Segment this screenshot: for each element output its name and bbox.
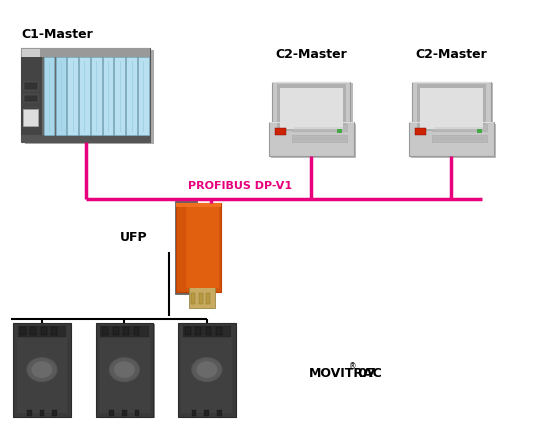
Bar (182, 325, 231, 337)
Bar (417, 84, 486, 131)
Bar (291, 124, 347, 131)
Bar (206, 293, 210, 304)
Bar (30, 327, 36, 335)
FancyBboxPatch shape (269, 122, 354, 156)
Bar (415, 128, 426, 135)
Bar (100, 325, 149, 337)
Bar (192, 410, 196, 416)
Bar (176, 203, 222, 207)
Bar (21, 57, 42, 135)
FancyBboxPatch shape (272, 81, 350, 83)
FancyBboxPatch shape (411, 124, 496, 158)
FancyBboxPatch shape (97, 324, 155, 418)
FancyBboxPatch shape (188, 284, 215, 308)
Bar (477, 129, 482, 133)
Text: C2-Master: C2-Master (276, 48, 347, 61)
Bar (99, 326, 150, 413)
FancyBboxPatch shape (271, 124, 356, 158)
Text: C1-Master: C1-Master (21, 28, 93, 41)
Bar (195, 327, 201, 335)
Bar (79, 57, 90, 135)
FancyBboxPatch shape (414, 83, 493, 135)
Bar (175, 201, 197, 294)
Bar (432, 124, 487, 131)
Bar (18, 325, 66, 337)
Bar (135, 410, 139, 416)
Text: UFP: UFP (120, 232, 148, 244)
Bar (22, 49, 40, 57)
Text: MOVITRAC: MOVITRAC (309, 367, 382, 381)
FancyBboxPatch shape (272, 81, 350, 134)
Bar (27, 410, 31, 416)
Bar (291, 135, 347, 142)
Bar (24, 108, 38, 115)
Bar (126, 57, 137, 135)
Bar (280, 88, 343, 128)
Bar (24, 95, 38, 102)
Bar (40, 410, 44, 416)
Text: PROFIBUS DP-V1: PROFIBUS DP-V1 (188, 181, 292, 191)
Bar (109, 410, 114, 416)
Bar (122, 410, 127, 416)
FancyBboxPatch shape (178, 323, 236, 417)
Bar (102, 327, 108, 335)
FancyBboxPatch shape (409, 122, 494, 156)
Bar (115, 57, 125, 135)
FancyBboxPatch shape (15, 324, 72, 418)
Bar (216, 327, 222, 335)
Bar (51, 327, 57, 335)
Bar (274, 128, 285, 135)
Bar (44, 57, 55, 135)
Bar (52, 410, 57, 416)
Bar (420, 88, 483, 128)
FancyBboxPatch shape (180, 324, 237, 418)
Bar (277, 84, 345, 131)
Bar (102, 57, 114, 135)
FancyBboxPatch shape (23, 109, 38, 126)
FancyBboxPatch shape (274, 83, 353, 135)
Bar (217, 410, 222, 416)
Bar (21, 48, 150, 57)
Circle shape (196, 361, 217, 378)
FancyBboxPatch shape (176, 203, 222, 292)
Bar (133, 327, 139, 335)
Text: C2-Master: C2-Master (415, 48, 487, 61)
Text: 07: 07 (354, 367, 375, 381)
FancyBboxPatch shape (412, 81, 490, 83)
Bar (123, 327, 129, 335)
Bar (337, 129, 342, 133)
Bar (67, 57, 78, 135)
Bar (56, 57, 66, 135)
Bar (206, 327, 212, 335)
Circle shape (27, 358, 57, 381)
Bar (41, 327, 46, 335)
Bar (191, 293, 195, 304)
FancyBboxPatch shape (412, 81, 490, 134)
FancyBboxPatch shape (25, 50, 154, 144)
Bar (20, 327, 26, 335)
Circle shape (192, 358, 222, 381)
Circle shape (114, 361, 135, 378)
FancyBboxPatch shape (95, 323, 153, 417)
FancyBboxPatch shape (13, 323, 71, 417)
Bar (24, 82, 38, 90)
Bar (21, 135, 150, 141)
Bar (185, 327, 191, 335)
FancyBboxPatch shape (21, 48, 150, 141)
Bar (204, 410, 209, 416)
Bar (198, 293, 203, 304)
Circle shape (109, 358, 139, 381)
Circle shape (31, 361, 52, 378)
Bar (181, 326, 232, 413)
Bar (432, 135, 487, 142)
Bar (138, 57, 149, 135)
Bar (113, 327, 118, 335)
Bar (91, 57, 101, 135)
Text: ®: ® (349, 362, 356, 371)
Bar (409, 122, 494, 123)
Bar (269, 122, 354, 123)
Bar (186, 206, 219, 288)
Bar (17, 326, 67, 413)
